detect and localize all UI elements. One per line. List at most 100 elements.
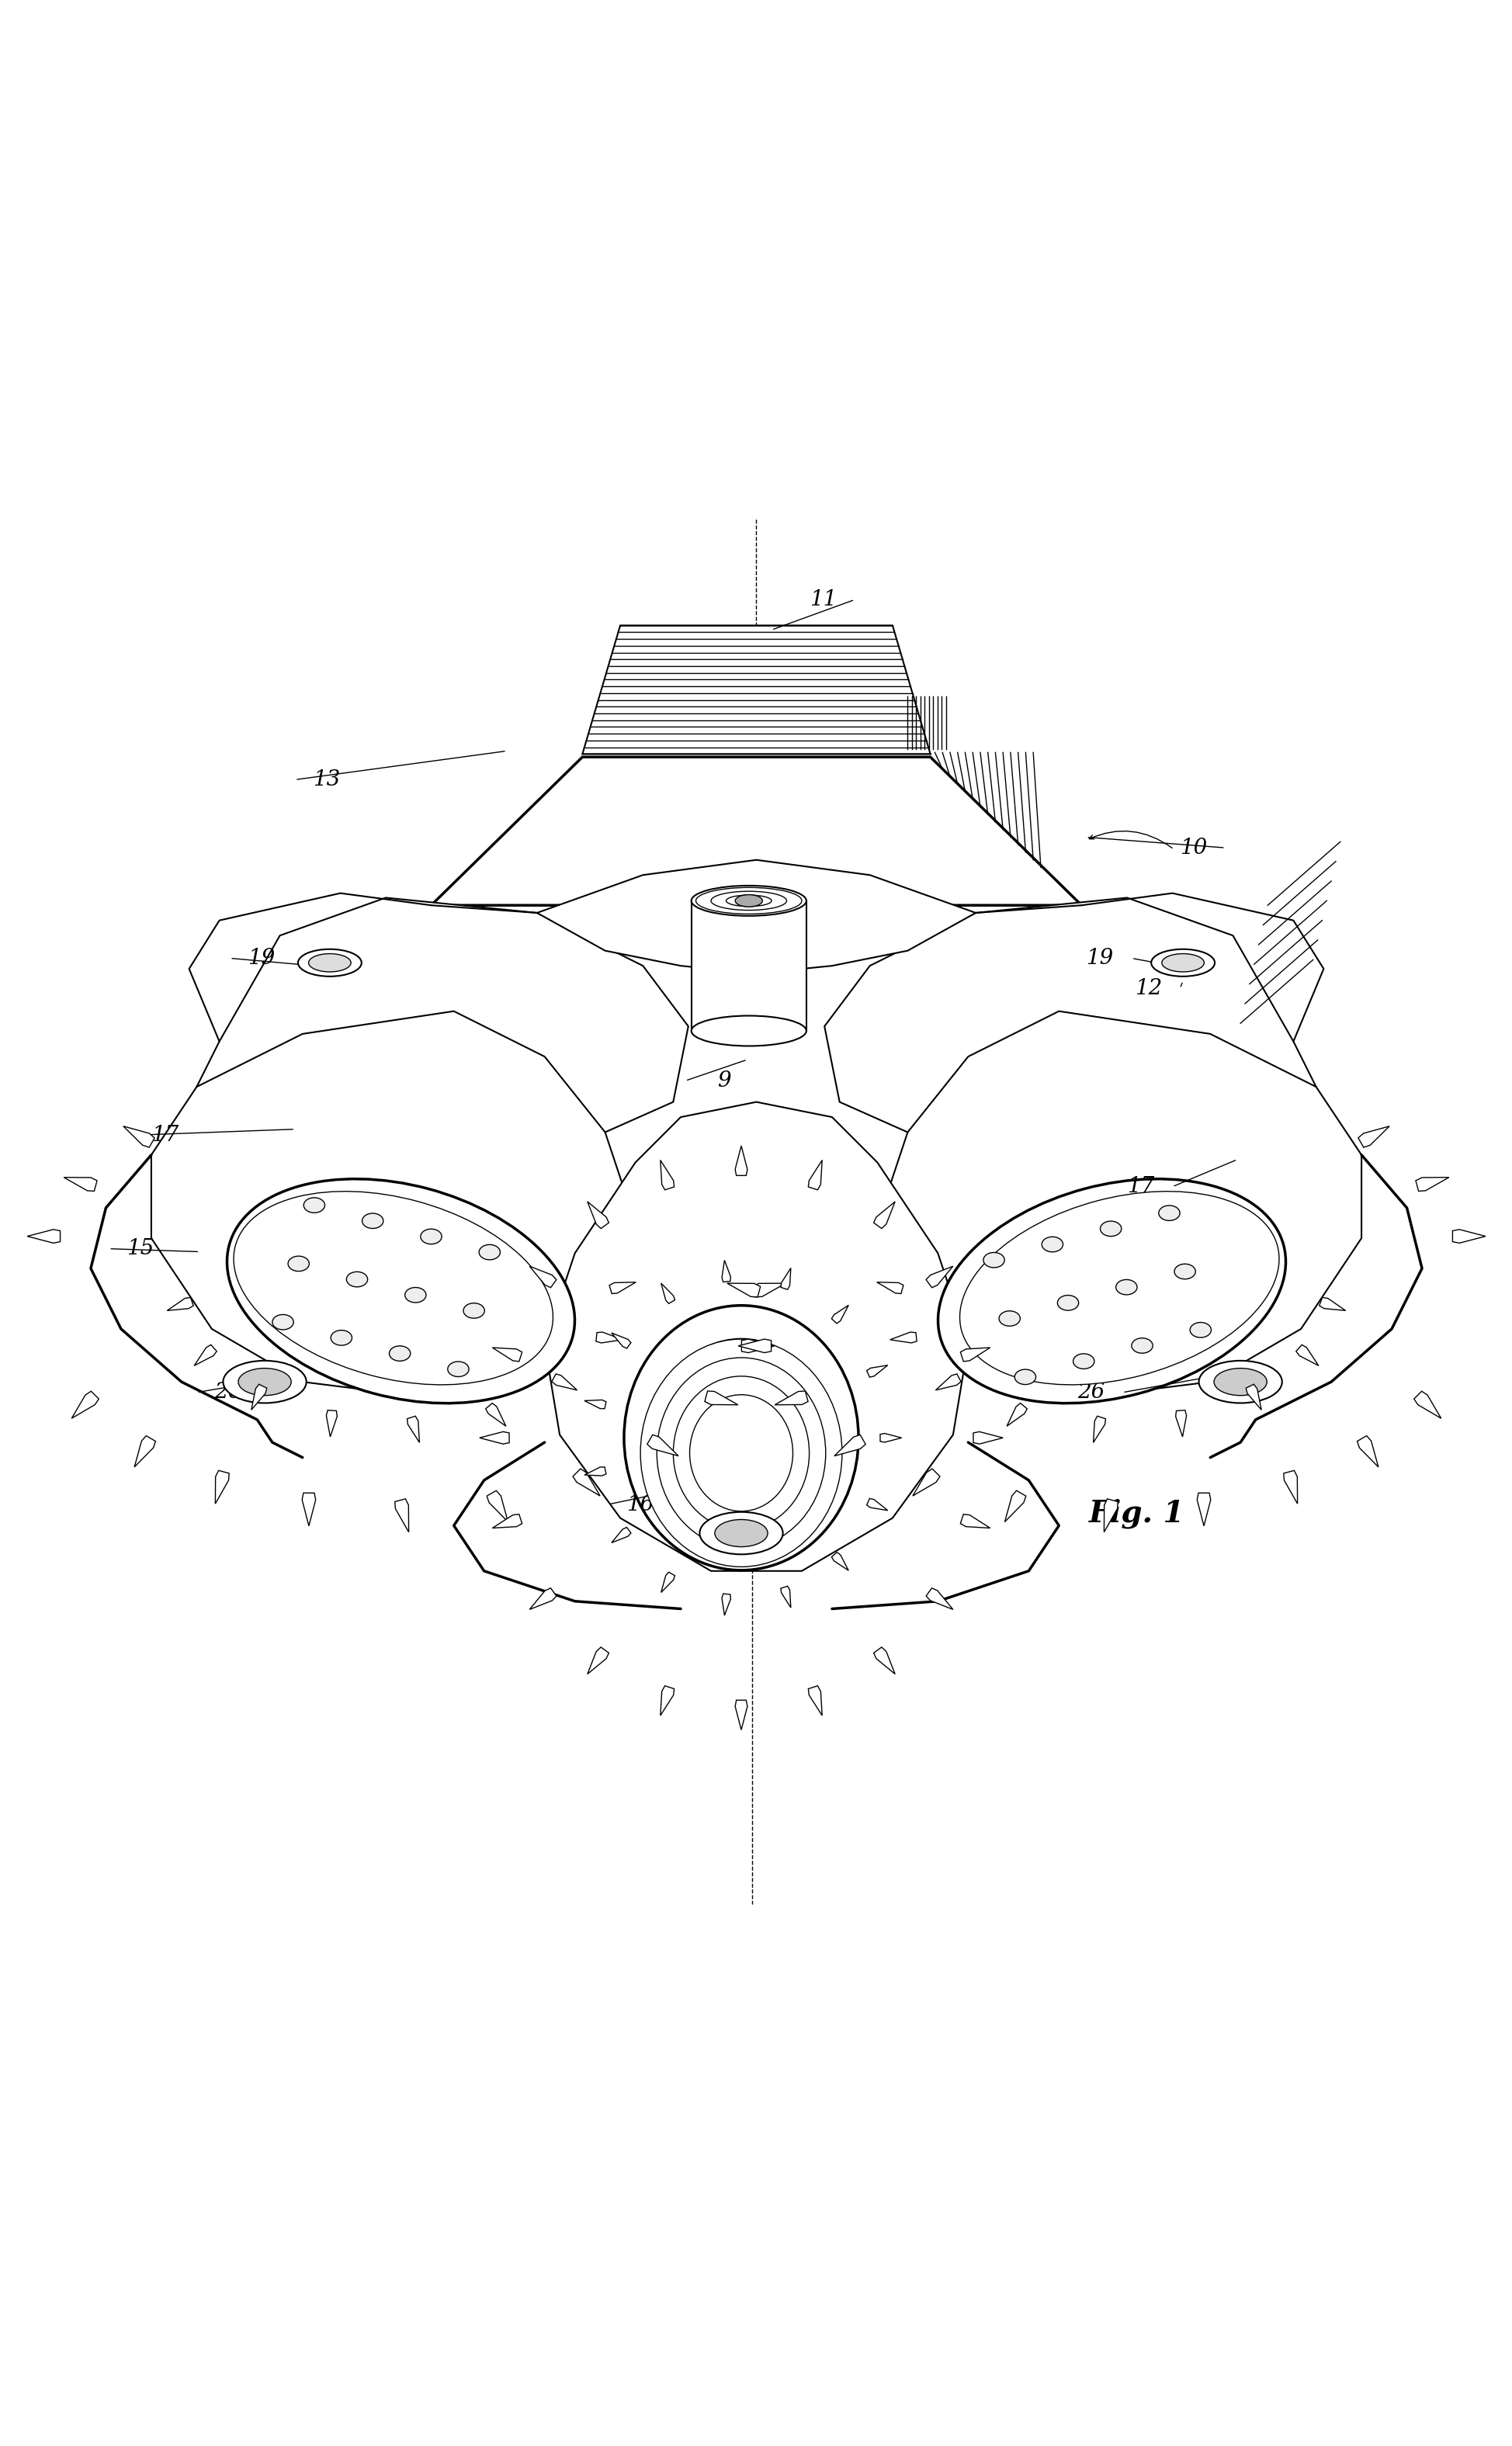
Polygon shape <box>1415 1177 1448 1191</box>
Polygon shape <box>407 1416 419 1443</box>
Ellipse shape <box>1072 1353 1093 1370</box>
Polygon shape <box>925 1587 953 1609</box>
Ellipse shape <box>1116 1279 1137 1294</box>
Ellipse shape <box>361 1213 383 1228</box>
Ellipse shape <box>959 1191 1279 1384</box>
Polygon shape <box>596 1333 623 1343</box>
Text: 26: 26 <box>215 1382 242 1404</box>
Polygon shape <box>880 1433 901 1443</box>
Ellipse shape <box>697 1387 785 1487</box>
Ellipse shape <box>298 949 361 976</box>
Polygon shape <box>302 1492 316 1526</box>
Ellipse shape <box>227 1179 575 1404</box>
Polygon shape <box>491 1348 522 1362</box>
Ellipse shape <box>1015 1370 1036 1384</box>
Polygon shape <box>727 1284 761 1296</box>
Polygon shape <box>661 1685 674 1715</box>
Text: 26: 26 <box>686 1399 714 1419</box>
Polygon shape <box>866 1499 888 1512</box>
Polygon shape <box>215 1470 228 1504</box>
Ellipse shape <box>676 1365 806 1512</box>
Ellipse shape <box>735 895 762 907</box>
Ellipse shape <box>304 1199 325 1213</box>
Polygon shape <box>960 1514 990 1529</box>
Polygon shape <box>824 898 1323 1194</box>
Ellipse shape <box>389 1345 410 1360</box>
Ellipse shape <box>237 1367 290 1397</box>
Ellipse shape <box>233 1191 553 1384</box>
Polygon shape <box>491 1514 522 1529</box>
Polygon shape <box>661 1284 674 1304</box>
Polygon shape <box>544 1103 968 1570</box>
Ellipse shape <box>1151 949 1214 976</box>
Ellipse shape <box>1045 1247 1178 1333</box>
Polygon shape <box>735 1700 747 1729</box>
Polygon shape <box>1175 1411 1185 1436</box>
Ellipse shape <box>937 1179 1285 1404</box>
Ellipse shape <box>420 1228 442 1245</box>
Ellipse shape <box>363 1267 438 1316</box>
Polygon shape <box>807 1159 821 1189</box>
Ellipse shape <box>653 1338 829 1536</box>
Ellipse shape <box>983 1252 1004 1267</box>
Polygon shape <box>552 1375 578 1389</box>
Ellipse shape <box>1057 1296 1078 1311</box>
Polygon shape <box>1196 1492 1210 1526</box>
Polygon shape <box>611 1333 631 1348</box>
Ellipse shape <box>998 1311 1019 1326</box>
Polygon shape <box>874 1201 895 1228</box>
Polygon shape <box>584 1399 606 1409</box>
Polygon shape <box>807 1685 821 1715</box>
Ellipse shape <box>1131 1338 1152 1353</box>
Polygon shape <box>721 1595 730 1614</box>
Ellipse shape <box>1099 1221 1120 1235</box>
Polygon shape <box>874 1646 895 1673</box>
Polygon shape <box>1104 1499 1117 1531</box>
Ellipse shape <box>1161 954 1204 971</box>
Text: 10: 10 <box>1179 837 1207 859</box>
Ellipse shape <box>448 1362 469 1377</box>
Polygon shape <box>189 898 688 1194</box>
Polygon shape <box>529 1587 556 1609</box>
Polygon shape <box>1284 1470 1297 1504</box>
Ellipse shape <box>623 1306 859 1570</box>
Ellipse shape <box>1213 1367 1267 1397</box>
Text: Fig. 1: Fig. 1 <box>1089 1499 1184 1529</box>
Ellipse shape <box>699 1512 783 1553</box>
Polygon shape <box>611 1526 631 1543</box>
Polygon shape <box>609 1282 635 1294</box>
Ellipse shape <box>305 1230 496 1353</box>
Polygon shape <box>877 1010 1361 1397</box>
Ellipse shape <box>1158 1206 1179 1221</box>
Text: 17: 17 <box>1126 1177 1154 1196</box>
Polygon shape <box>780 1267 791 1289</box>
Ellipse shape <box>689 1394 792 1512</box>
Ellipse shape <box>346 1272 367 1287</box>
Ellipse shape <box>1042 1238 1063 1252</box>
Polygon shape <box>27 1230 60 1243</box>
Polygon shape <box>124 1125 154 1147</box>
Ellipse shape <box>331 1331 352 1345</box>
Polygon shape <box>741 1338 774 1353</box>
Polygon shape <box>691 900 806 1030</box>
Polygon shape <box>166 1296 194 1311</box>
Polygon shape <box>1318 1296 1346 1311</box>
Ellipse shape <box>308 954 351 971</box>
Ellipse shape <box>1173 1265 1194 1279</box>
Polygon shape <box>64 1177 97 1191</box>
Text: 11: 11 <box>809 589 836 609</box>
Ellipse shape <box>656 1358 826 1548</box>
Polygon shape <box>1452 1230 1485 1243</box>
Polygon shape <box>1414 1392 1441 1419</box>
Text: 26: 26 <box>1077 1382 1104 1404</box>
Polygon shape <box>912 1468 939 1497</box>
Polygon shape <box>1093 1416 1105 1443</box>
Polygon shape <box>972 1431 1002 1443</box>
Polygon shape <box>661 1159 674 1189</box>
Polygon shape <box>71 1392 98 1419</box>
Text: 19: 19 <box>248 947 275 969</box>
Polygon shape <box>485 1404 505 1426</box>
Polygon shape <box>780 1585 791 1607</box>
Text: 17: 17 <box>151 1125 178 1145</box>
Ellipse shape <box>222 1360 305 1404</box>
